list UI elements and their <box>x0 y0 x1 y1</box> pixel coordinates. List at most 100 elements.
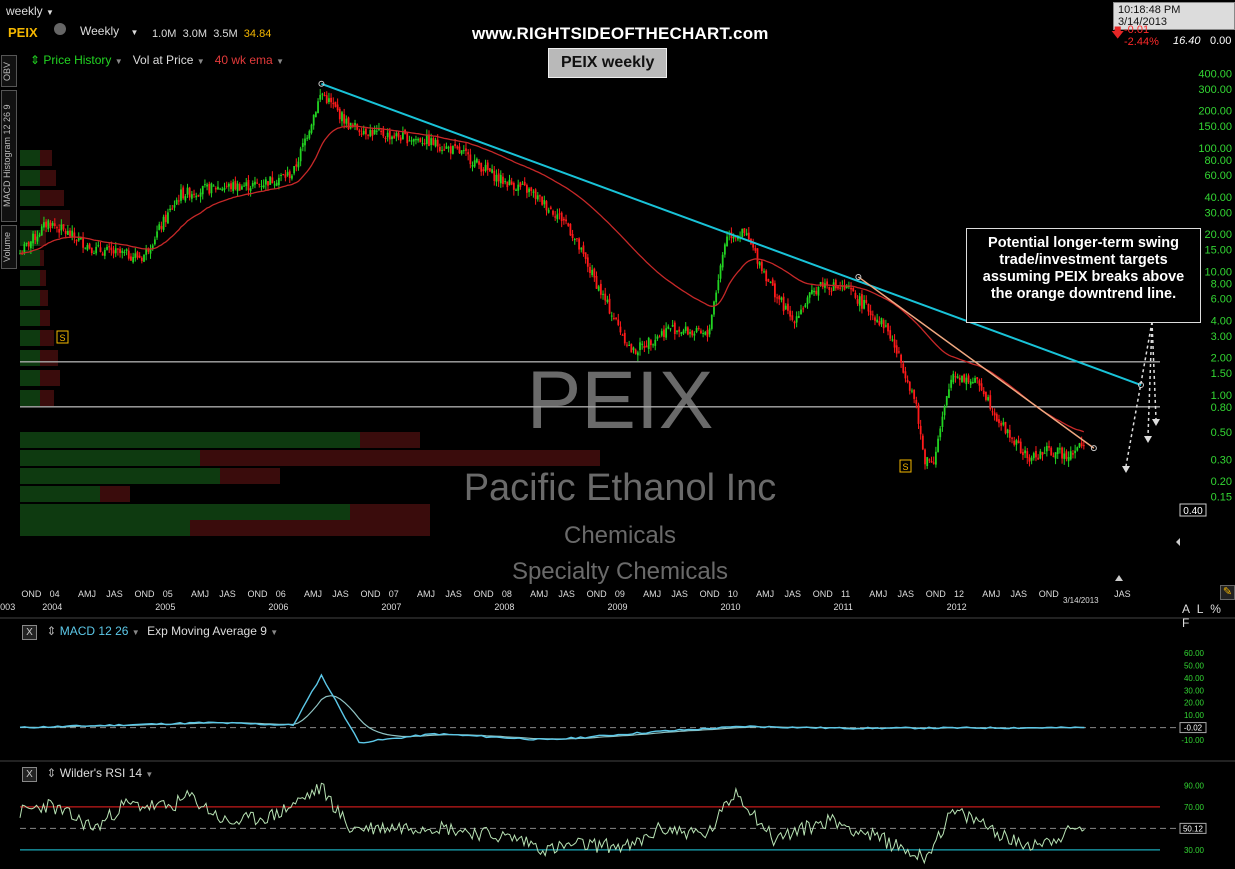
candle-body <box>103 249 106 256</box>
candle-body <box>149 248 152 254</box>
candle-body <box>967 375 970 383</box>
last-price: 16.40 <box>1173 35 1201 47</box>
scale-percent-button[interactable]: % <box>1210 602 1223 616</box>
candle-body <box>458 146 461 154</box>
candle-body <box>543 200 546 205</box>
candle-body <box>950 379 953 388</box>
candle-body <box>140 257 143 261</box>
price-history-menu[interactable]: Price History <box>43 53 112 67</box>
candle-body <box>719 265 722 279</box>
macd-signal-label[interactable]: Exp Moving Average 9 <box>147 624 267 638</box>
candle-body <box>249 188 252 191</box>
ema-line <box>20 125 1085 433</box>
candle-body <box>482 169 485 172</box>
candle-body <box>53 223 56 227</box>
candle-body <box>804 304 807 308</box>
candle-body <box>876 319 879 322</box>
candle-body <box>558 213 561 215</box>
candle-body <box>713 301 715 315</box>
time-tick-label: JAS <box>558 589 575 599</box>
macd-label[interactable]: MACD 12 26 <box>59 624 129 638</box>
vol-at-price-menu[interactable]: Vol at Price <box>132 53 194 67</box>
candle-body <box>793 321 796 324</box>
time-tick-label: AMJ <box>78 589 96 599</box>
candle-body <box>1026 451 1029 459</box>
candle-body <box>898 351 900 353</box>
rsi-value-label: 50.12 <box>1183 824 1204 833</box>
scale-log-button[interactable]: L <box>1196 602 1205 616</box>
candle-body <box>619 326 622 333</box>
time-tick-label: 12 <box>954 589 964 599</box>
candle-body <box>469 154 472 165</box>
settings-gear-icon[interactable] <box>54 23 66 35</box>
vap-bar-up <box>20 390 40 406</box>
period-dropdown[interactable]: Weekly ▼ <box>80 24 138 38</box>
timeframe-dropdown[interactable]: weekly ▼ <box>6 4 54 18</box>
candle-body <box>1017 440 1020 444</box>
chevron-down-icon: ▼ <box>114 57 123 66</box>
symbol-field[interactable]: PEIX <box>8 24 38 42</box>
candle-body <box>441 150 443 152</box>
time-tick-label: OND <box>134 589 155 599</box>
scale-auto-button[interactable]: A <box>1182 602 1192 616</box>
close-icon[interactable]: X <box>22 767 37 782</box>
candle-body <box>428 134 430 146</box>
candle-body <box>1069 451 1072 460</box>
candle-body <box>32 233 34 244</box>
candle-body <box>580 247 583 250</box>
candle-body <box>636 352 639 356</box>
macd-value-tag <box>1179 722 1207 734</box>
overlay-menu: ⇕ Price History ▼ Vol at Price ▼ 40 wk e… <box>30 53 284 67</box>
year-tick-label: 2004 <box>42 602 62 612</box>
candle-body <box>993 412 996 416</box>
candle-body <box>495 174 498 182</box>
candle-body <box>961 375 963 383</box>
candle-body <box>29 241 32 249</box>
candle-body <box>306 137 309 139</box>
candle-body <box>84 247 87 249</box>
close-icon[interactable]: X <box>22 625 37 640</box>
candle-body <box>480 162 483 172</box>
candle-body <box>989 395 992 409</box>
candle-body <box>106 246 108 250</box>
candle-body <box>254 181 256 185</box>
vap-bar-up <box>20 210 40 226</box>
candle-body <box>301 143 304 147</box>
time-axis: OND 04 AMJ JAS OND 05 AMJ JAS OND 06 AMJ JAS OND 07 AM… <box>0 589 1131 612</box>
candle-body <box>643 345 646 348</box>
move-icon[interactable]: ⇕ <box>46 766 57 780</box>
svg-text:S: S <box>59 333 65 343</box>
vap-bar-up <box>20 486 100 502</box>
candle-body <box>112 250 115 254</box>
chevron-down-icon: ▼ <box>130 28 139 37</box>
candle-body <box>195 195 198 198</box>
candle-body <box>700 330 702 334</box>
candle-body <box>663 329 665 337</box>
candle-body <box>260 186 263 188</box>
candle-body <box>143 254 145 262</box>
candle-body <box>976 377 979 380</box>
candle-body <box>262 185 265 188</box>
scale-fixed-button[interactable]: F <box>1182 616 1192 630</box>
candle-body <box>489 168 491 172</box>
candle-body <box>347 117 350 130</box>
price-tick-label: 200.00 <box>1198 106 1232 118</box>
price-tick-label: 10.00 <box>1204 266 1232 278</box>
time-tick-label: AMJ <box>191 589 209 599</box>
candle-body <box>1058 448 1061 450</box>
price-tick-label: 80.00 <box>1204 155 1232 167</box>
rsi-value-tag <box>1179 822 1207 834</box>
rsi-label[interactable]: Wilder's RSI 14 <box>59 766 143 780</box>
edit-pencil-icon[interactable]: ✎ <box>1220 585 1235 600</box>
candle-body <box>532 191 535 193</box>
candle-body <box>236 183 239 192</box>
candle-body <box>267 181 269 186</box>
ema-menu[interactable]: 40 wk ema <box>214 53 273 67</box>
candle-body <box>921 435 924 450</box>
time-tick-label: OND <box>813 589 834 599</box>
candle-body <box>1061 447 1063 459</box>
candle-body <box>828 287 831 290</box>
vap-bar-down <box>350 504 430 520</box>
move-icon[interactable]: ⇕ <box>46 624 57 638</box>
candle-body <box>754 247 757 251</box>
